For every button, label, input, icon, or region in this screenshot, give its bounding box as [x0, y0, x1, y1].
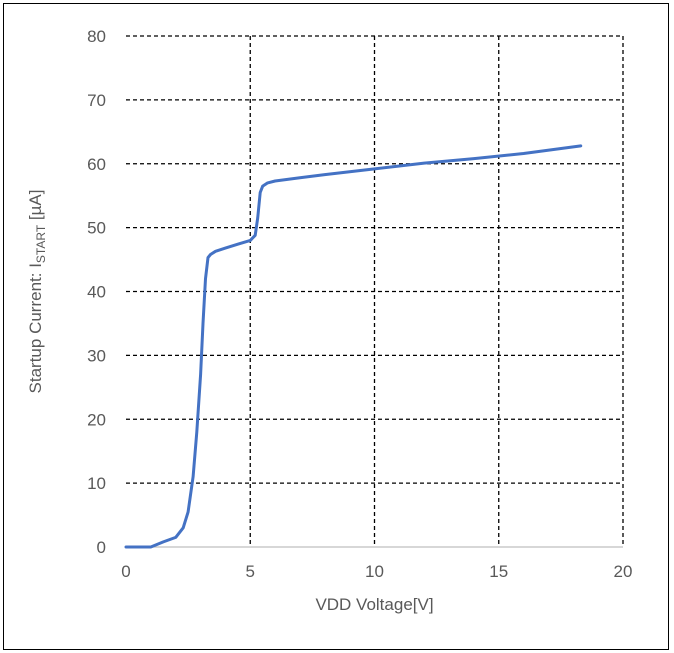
y-tick-label: 50: [87, 219, 106, 238]
x-tick-label: 10: [365, 562, 384, 581]
chart-frame: [3, 3, 669, 650]
y-axis-label: Startup Current: ISTART [µA]: [26, 190, 48, 394]
series-line: [124, 144, 583, 549]
x-tick-label: 0: [121, 562, 130, 581]
x-tick-label: 15: [489, 562, 508, 581]
y-tick-label: 0: [97, 538, 106, 557]
y-tick-label: 10: [87, 474, 106, 493]
series-layer: [124, 144, 583, 549]
x-tick-labels: 0 5 10 15 20: [121, 562, 632, 581]
y-tick-label: 60: [87, 155, 106, 174]
y-tick-label: 70: [87, 91, 106, 110]
x-tick-label: 20: [614, 562, 633, 581]
grid: [126, 35, 624, 547]
x-tick-label: 5: [246, 562, 255, 581]
y-tick-label: 20: [87, 410, 106, 429]
y-axis-label-prefix: Startup Current: I: [26, 263, 45, 393]
y-tick-label: 40: [87, 283, 106, 302]
y-tick-label: 30: [87, 346, 106, 365]
y-tick-labels: 0 10 20 30 40 50 60 70 80: [87, 27, 106, 557]
x-axis-label: VDD Voltage[V]: [315, 595, 433, 614]
y-axis-label-suffix: [µA]: [26, 190, 45, 225]
y-axis-label-subscript: START: [34, 224, 48, 263]
y-tick-label: 80: [87, 27, 106, 46]
